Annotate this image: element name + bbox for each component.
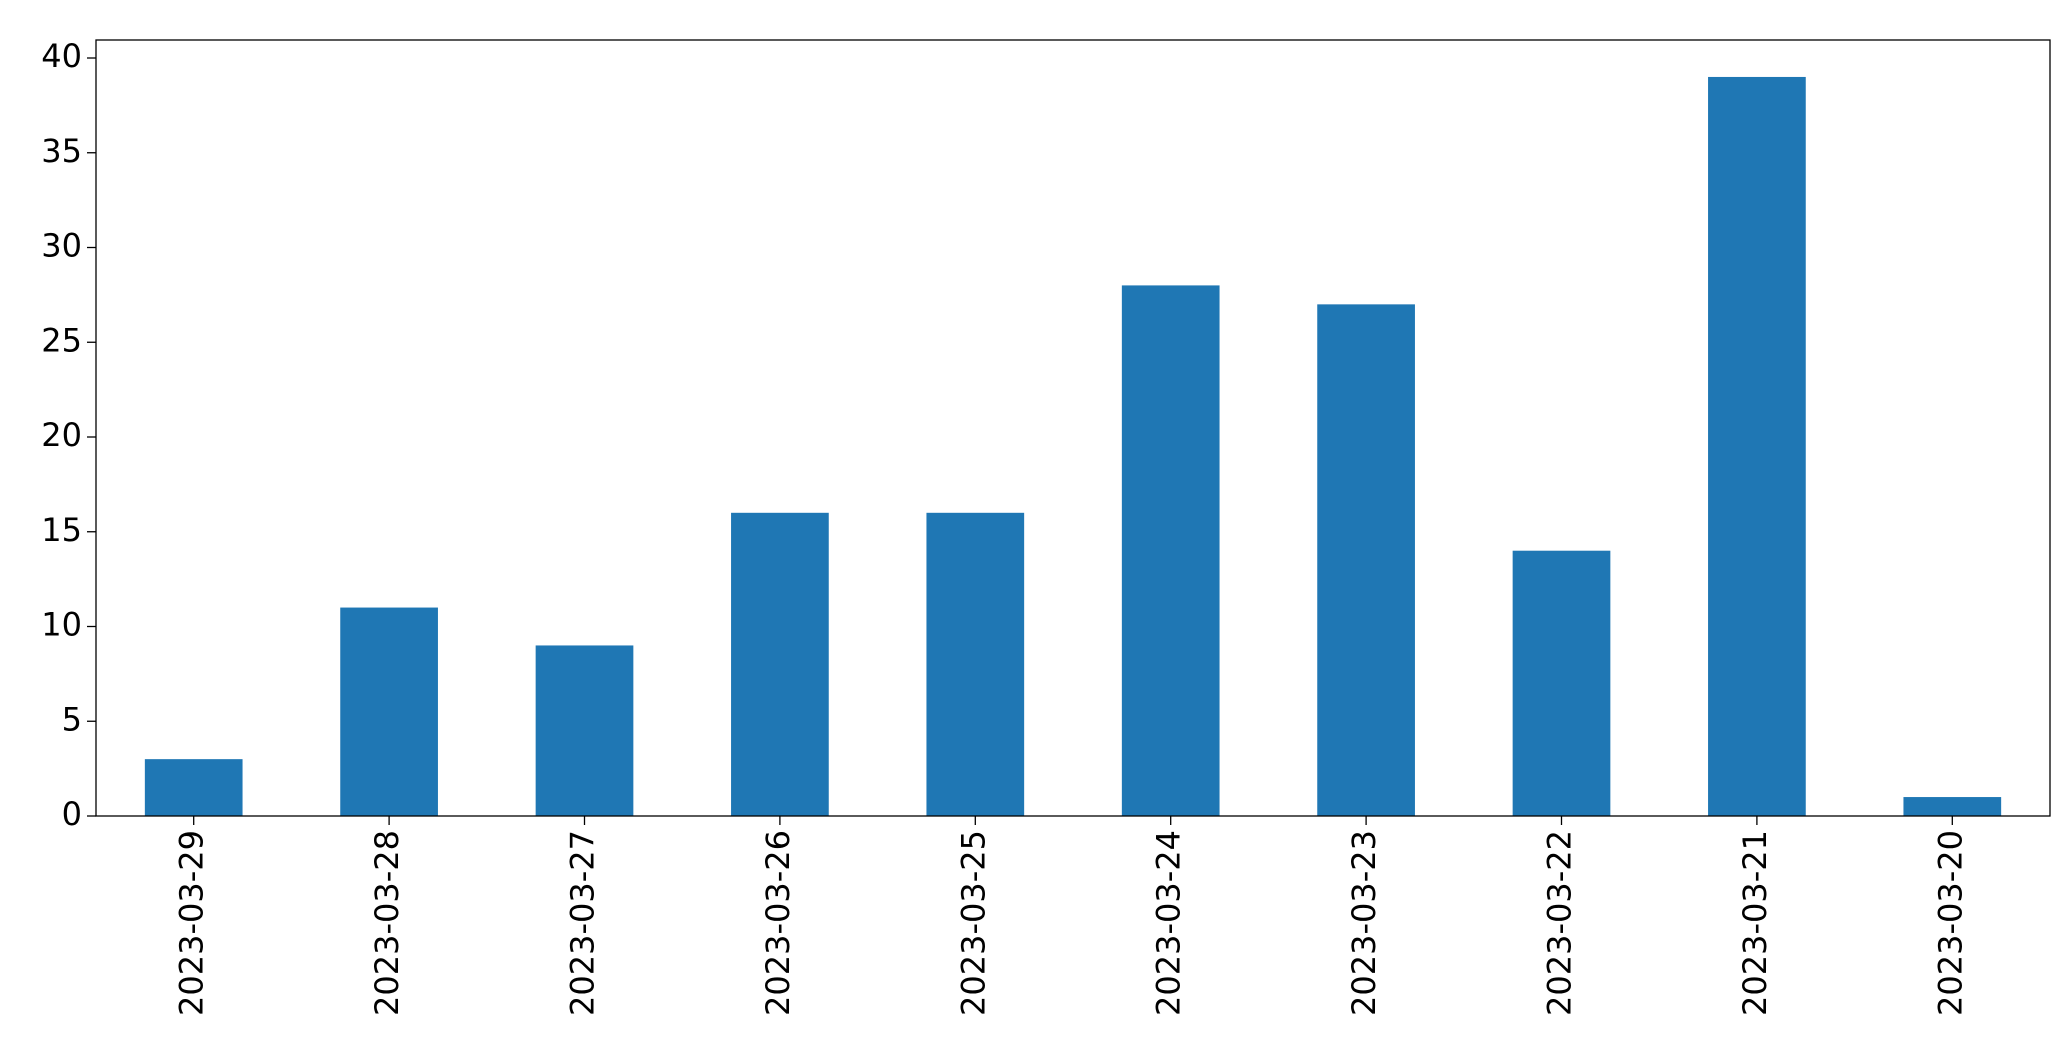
x-tick-label: 2023-03-26: [759, 830, 797, 1016]
y-tick-label: 20: [41, 416, 82, 454]
x-tick-label: 2023-03-25: [954, 830, 992, 1016]
x-tick-label: 2023-03-29: [173, 830, 211, 1016]
x-tick-label: 2023-03-27: [564, 830, 602, 1016]
y-tick-label: 35: [41, 132, 82, 170]
x-tick-label: 2023-03-23: [1345, 830, 1383, 1016]
bar: [1708, 76, 1806, 816]
y-tick-label: 40: [41, 37, 82, 75]
x-tick-label: 2023-03-21: [1736, 830, 1774, 1016]
x-tick-label: 2023-03-20: [1931, 830, 1969, 1016]
y-tick-label: 10: [41, 606, 82, 644]
plot-frame: [95, 39, 2051, 817]
x-tick-label: 2023-03-22: [1541, 830, 1579, 1016]
bar: [144, 759, 243, 816]
bar: [731, 512, 829, 816]
y-tick-label: 25: [41, 321, 82, 359]
y-tick-label: 15: [41, 511, 82, 549]
y-tick-label: 30: [41, 227, 82, 265]
y-tick-label: 0: [62, 795, 82, 833]
y-tick-label: 5: [62, 700, 82, 738]
bar: [1903, 797, 2002, 816]
x-tick-label: 2023-03-24: [1150, 830, 1188, 1016]
bar: [535, 645, 634, 816]
bar: [1317, 304, 1415, 816]
bar: [1121, 285, 1220, 816]
bar: [1512, 550, 1611, 816]
x-tick-label: 2023-03-28: [368, 830, 406, 1016]
bar: [926, 512, 1025, 816]
bar: [340, 607, 438, 816]
